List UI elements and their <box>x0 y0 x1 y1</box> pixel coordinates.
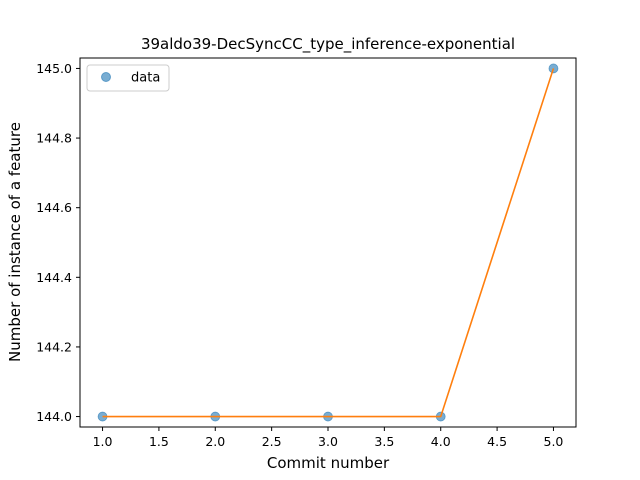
chart-title: 39aldo39-DecSyncCC_type_inference-expone… <box>141 35 515 54</box>
y-tick-label: 144.8 <box>36 131 72 146</box>
x-tick-label: 2.0 <box>205 434 225 449</box>
y-axis: 144.0 144.2 144.4 144.6 144.8 145.0 <box>36 61 80 424</box>
x-tick-label: 4.0 <box>431 434 451 449</box>
legend-marker <box>101 72 111 82</box>
legend-box <box>86 64 170 92</box>
series-line <box>102 68 555 418</box>
y-tick-label: 145.0 <box>36 61 72 76</box>
x-axis-label: Commit number <box>267 454 390 472</box>
x-tick-label: 1.0 <box>93 434 113 449</box>
x-tick-label: 1.5 <box>149 434 169 449</box>
x-tick-label: 3.5 <box>374 434 394 449</box>
x-tick-label: 5.0 <box>544 434 564 449</box>
y-axis-label: Number of instance of a feature <box>6 122 24 362</box>
x-tick-label: 3.0 <box>318 434 338 449</box>
y-tick-label: 144.0 <box>36 409 72 424</box>
x-tick-label: 4.5 <box>487 434 507 449</box>
y-tick-label: 144.2 <box>36 339 72 354</box>
y-tick-label: 144.6 <box>36 200 72 215</box>
x-axis: 1.0 1.5 2.0 2.5 3.0 3.5 4.0 4.5 5.0 <box>93 427 564 449</box>
legend-label: data <box>131 71 160 86</box>
legend: data <box>86 64 170 92</box>
y-tick-label: 144.4 <box>36 270 72 285</box>
x-tick-label: 2.5 <box>262 434 282 449</box>
plot-area <box>97 63 559 422</box>
